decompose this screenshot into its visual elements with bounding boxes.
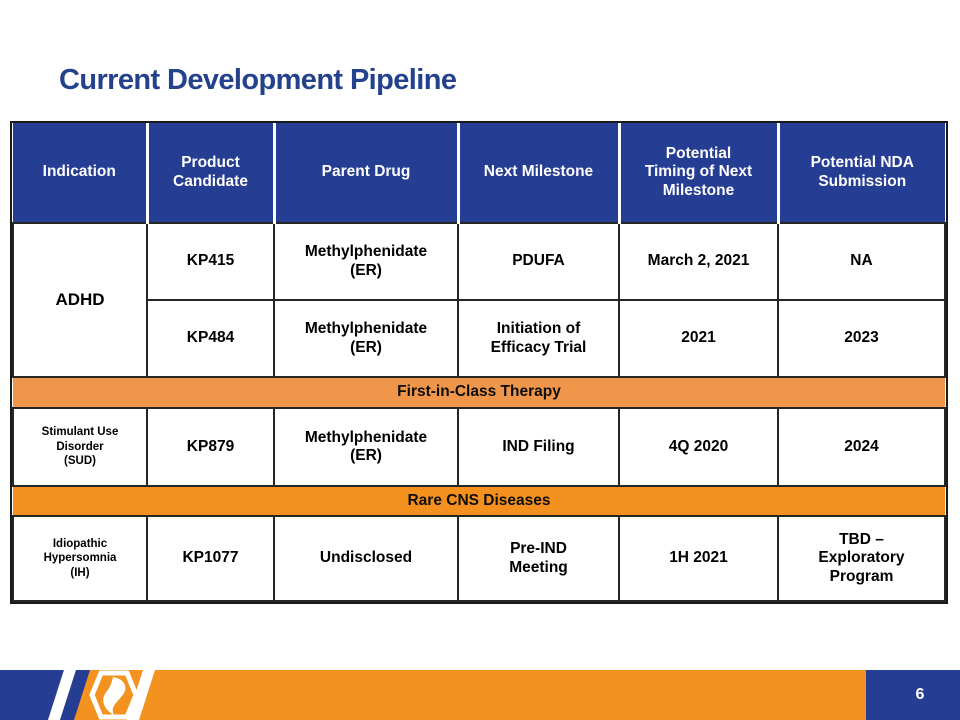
- cell-timing: 2021: [618, 299, 779, 378]
- cell-parent-drug: Methylphenidate (ER): [273, 222, 459, 301]
- header-row: Indication Product Candidate Parent Drug…: [13, 123, 945, 223]
- cell-timing: March 2, 2021: [618, 222, 779, 301]
- page-title: Current Development Pipeline: [59, 64, 457, 96]
- table-row: Idiopathic Hypersomnia (IH) KP1077 Undis…: [12, 515, 946, 602]
- pipeline-table: Indication Product Candidate Parent Drug…: [10, 121, 948, 604]
- table-row: KP484 Methylphenidate (ER) Initiation of…: [13, 299, 946, 378]
- column-header-timing: Potential Timing of Next Milestone: [619, 123, 780, 223]
- pipeline-table-grid: Indication Product Candidate Parent Drug…: [12, 123, 946, 602]
- cell-next-milestone: IND Filing: [457, 407, 620, 487]
- cell-product-candidate: KP1077: [146, 515, 275, 602]
- cell-indication: ADHD: [12, 222, 148, 378]
- cell-parent-drug: Methylphenidate (ER): [273, 299, 459, 378]
- table-row: ADHD KP415 Methylphenidate (ER) PDUFA Ma…: [12, 222, 946, 378]
- kempharm-logo: [0, 670, 170, 720]
- cell-product-candidate: KP415: [146, 222, 275, 301]
- cell-indication: Stimulant Use Disorder (SUD): [12, 407, 148, 487]
- cell-nda: NA: [777, 222, 946, 301]
- cell-next-milestone: Pre-IND Meeting: [457, 515, 620, 602]
- column-header-product-candidate: Product Candidate: [147, 123, 276, 223]
- banner-row: First-in-Class Therapy: [13, 376, 945, 409]
- cell-product-candidate: KP484: [146, 299, 275, 378]
- cell-next-milestone: Initiation of Efficacy Trial: [457, 299, 620, 378]
- cell-nda: TBD – Exploratory Program: [777, 515, 946, 602]
- page-number-box: 6: [866, 670, 960, 720]
- section-banner-first-in-class: First-in-Class Therapy: [13, 376, 945, 409]
- cell-nda: 2024: [777, 407, 946, 487]
- cell-next-milestone: PDUFA: [457, 222, 620, 301]
- banner-row: Rare CNS Diseases: [13, 485, 945, 517]
- cell-nda: 2023: [777, 299, 946, 378]
- table-row: Stimulant Use Disorder (SUD) KP879 Methy…: [12, 407, 946, 487]
- cell-timing: 1H 2021: [618, 515, 779, 602]
- column-header-indication: Indication: [13, 123, 149, 223]
- page-number: 6: [915, 686, 925, 703]
- cell-timing: 4Q 2020: [618, 407, 779, 487]
- cell-parent-drug: Methylphenidate (ER): [273, 407, 459, 487]
- cell-product-candidate: KP879: [146, 407, 275, 487]
- column-header-nda: Potential NDA Submission: [778, 123, 945, 223]
- section-banner-rare-cns: Rare CNS Diseases: [13, 485, 945, 517]
- column-header-next-milestone: Next Milestone: [458, 123, 621, 223]
- column-header-parent-drug: Parent Drug: [274, 123, 460, 223]
- cell-parent-drug: Undisclosed: [273, 515, 459, 602]
- cell-indication: Idiopathic Hypersomnia (IH): [12, 515, 148, 602]
